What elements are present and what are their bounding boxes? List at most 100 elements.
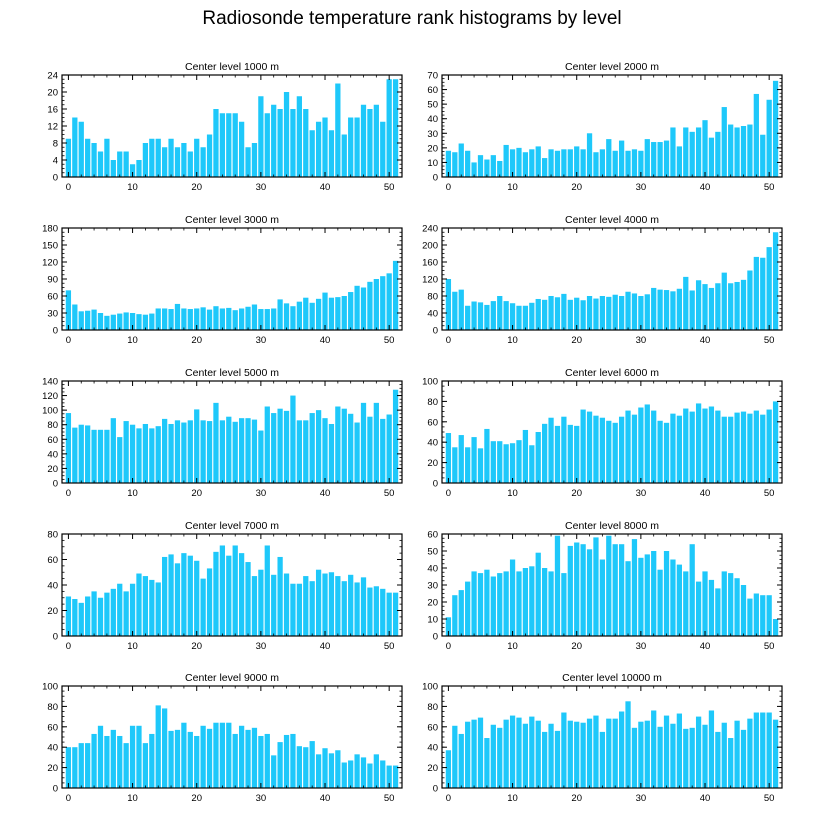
histogram-bar [142,143,149,177]
histogram-bar [117,583,123,636]
y-tick-label: 40 [427,743,438,754]
histogram-bar [683,127,689,177]
histogram-bar [117,313,123,330]
histogram-bar [290,395,296,483]
histogram-bar [561,712,567,788]
histogram-bar [586,718,593,788]
histogram-bar [708,406,715,483]
histogram-bar [490,576,496,636]
y-tick-label: 24 [47,71,58,82]
histogram-bar [452,595,458,636]
x-tick-label: 40 [320,335,331,346]
histogram-bar [631,539,638,636]
histogram-bar [490,301,496,330]
histogram-bar [392,389,399,483]
histogram-bar [322,117,328,177]
histogram-bar [522,152,529,177]
x-tick-label: 20 [571,641,582,652]
histogram-bar [283,92,290,177]
histogram-bar [734,720,740,788]
histogram-bar [542,299,548,330]
x-tick-label: 30 [256,641,267,652]
x-tick-label: 10 [127,335,138,346]
y-tick-label: 40 [427,114,438,125]
x-tick-label: 40 [320,641,331,652]
histogram-bar [373,279,379,330]
histogram-bar [142,314,149,330]
histogram-bar [663,551,670,636]
histogram-bar [155,582,161,636]
histogram-bar [593,298,599,330]
histogram-bar [670,291,676,330]
histogram-bar [657,569,663,636]
histogram-bar [303,420,309,483]
histogram-bar [618,544,625,636]
y-tick-label: 20 [47,464,58,475]
histogram-bar [612,544,618,636]
histogram-bar [367,109,373,177]
histogram-bar [117,735,123,788]
x-tick-label: 50 [384,641,395,652]
histogram-bar [586,133,593,177]
histogram-bar [772,719,779,788]
x-tick-label: 10 [127,488,138,499]
histogram-bar [772,232,779,330]
histogram-bar [264,733,270,788]
histogram-bar [200,147,206,177]
histogram-bar [65,747,72,788]
panel-title: Center level 1000 m [185,61,279,73]
histogram-bar [452,725,458,788]
histogram-bar [360,577,367,636]
histogram-bar [561,573,567,636]
histogram-bar [695,127,702,177]
histogram-bar [663,290,670,330]
histogram-bar [309,302,315,330]
y-tick-label: 100 [42,682,58,693]
histogram-bar [535,432,541,483]
histogram-bar [341,296,347,330]
histogram-bar [593,415,599,483]
y-tick-label: 70 [427,71,438,82]
histogram-bar [606,420,612,483]
histogram-bar [586,296,593,330]
x-tick-label: 10 [507,488,518,499]
x-tick-label: 0 [446,182,451,193]
histogram-bar [360,287,367,330]
histogram-bar [766,409,772,483]
histogram-bar [477,717,484,788]
x-tick-label: 50 [764,793,775,804]
histogram-bar [695,716,702,788]
histogram-bar [65,138,72,177]
histogram-bar [657,289,663,331]
histogram-bar [721,272,727,331]
histogram-bar [471,719,477,788]
histogram-bar [104,735,110,788]
histogram-bar [497,727,503,788]
histogram-bar [567,545,573,636]
histogram-bar [689,727,695,788]
histogram-bar [695,280,702,330]
histogram-bar [593,152,599,177]
histogram-bar [386,79,392,177]
panel-title: Center level 3000 m [185,214,279,226]
histogram-bar [734,412,740,483]
histogram-panel-1: Center level 2000 m 0 10 20 30 40 50 60 70 0 10 20 3… [427,61,783,193]
histogram-bar [290,306,296,330]
histogram-bar [303,109,309,177]
histogram-bar [322,292,328,330]
histogram-bar [155,308,161,330]
y-tick-label: 80 [427,292,438,303]
histogram-bar [85,743,91,788]
histogram-bar [695,581,702,636]
histogram-bar [187,309,193,330]
histogram-bar [548,149,554,177]
histogram-bar [97,429,104,483]
panel-title: Center level 5000 m [185,367,279,379]
histogram-bar [303,297,309,330]
histogram-bar [392,592,399,636]
histogram-bar [123,151,129,177]
y-tick-label: 0 [53,479,58,490]
x-tick-label: 50 [764,182,775,193]
histogram-bar [465,447,471,483]
histogram-bar [149,138,155,177]
